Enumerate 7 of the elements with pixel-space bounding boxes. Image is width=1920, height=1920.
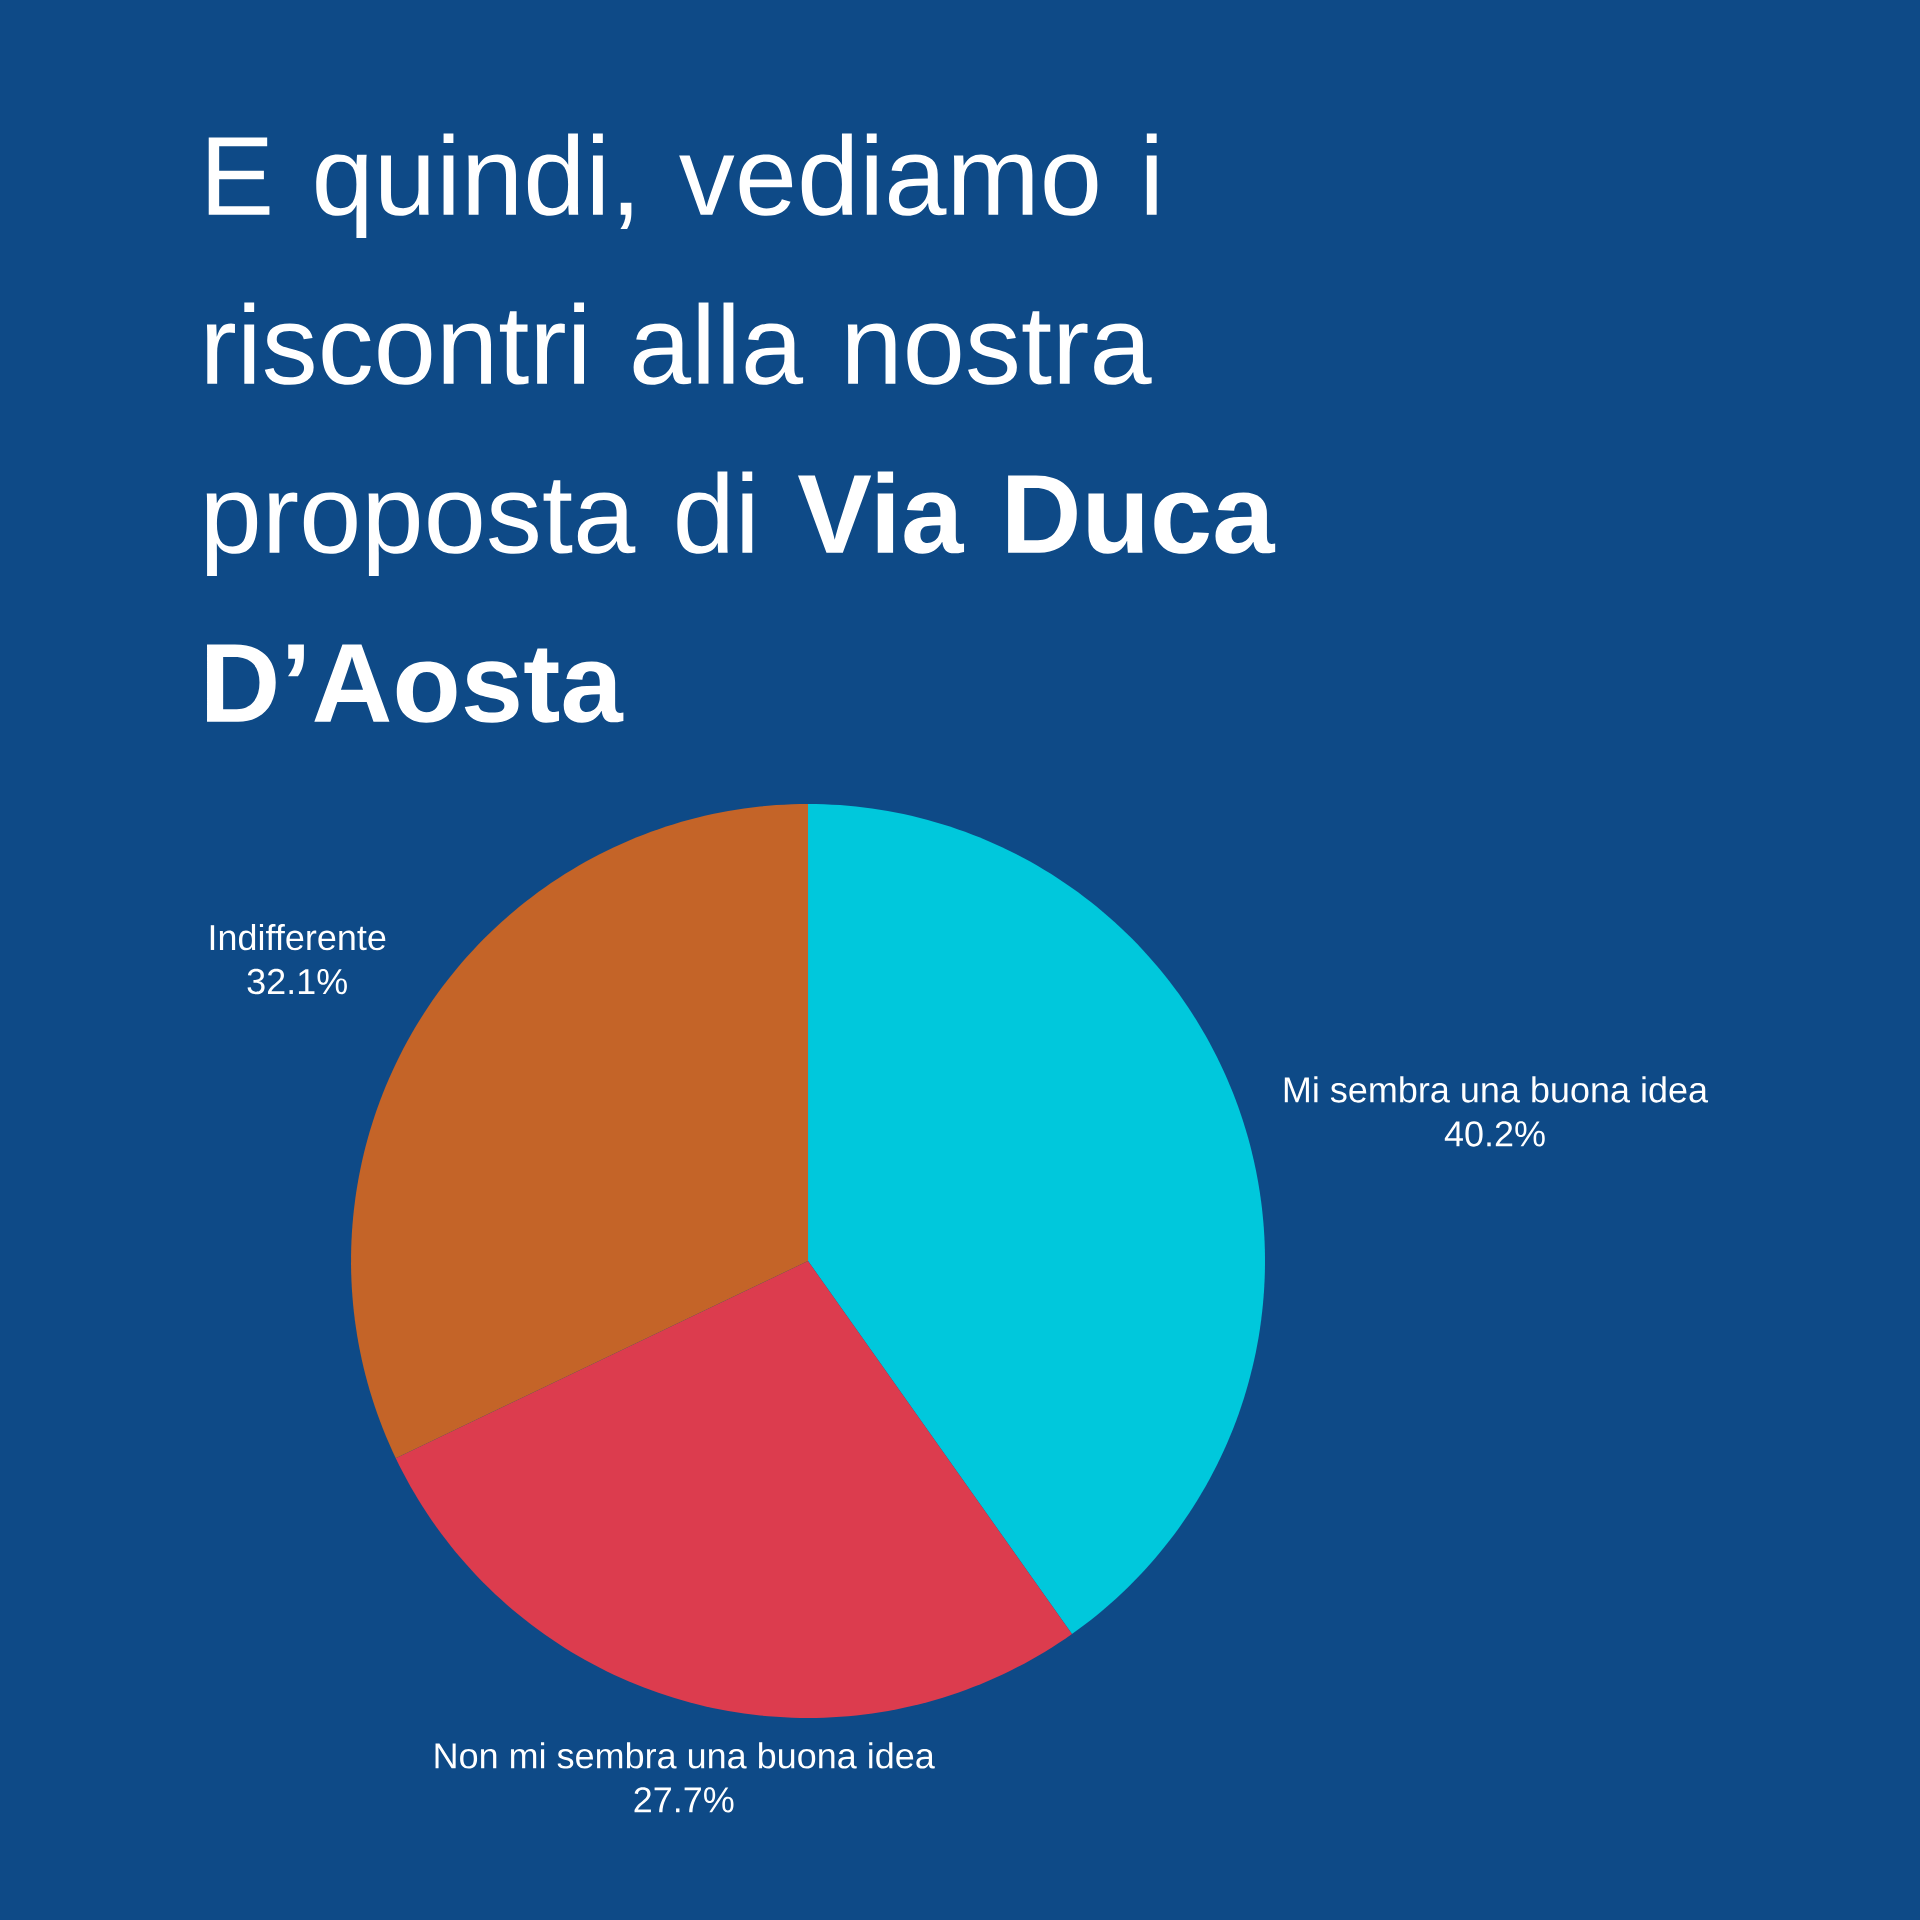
data-label: 27.7% [634,1787,734,1813]
slice-label: Mi sembra una buona idea [1284,1076,1709,1103]
slice-label: Indifferente [210,923,386,951]
data-label: 32.1% [247,968,347,995]
chart-title: E quindi, vediamo i riscontri alla nostra proposta di Via Duca D’Aosta [206,133,1276,723]
slice-label: Non mi sembra una buona idea [435,1742,935,1769]
data-label: 40.2% [1444,1121,1545,1147]
